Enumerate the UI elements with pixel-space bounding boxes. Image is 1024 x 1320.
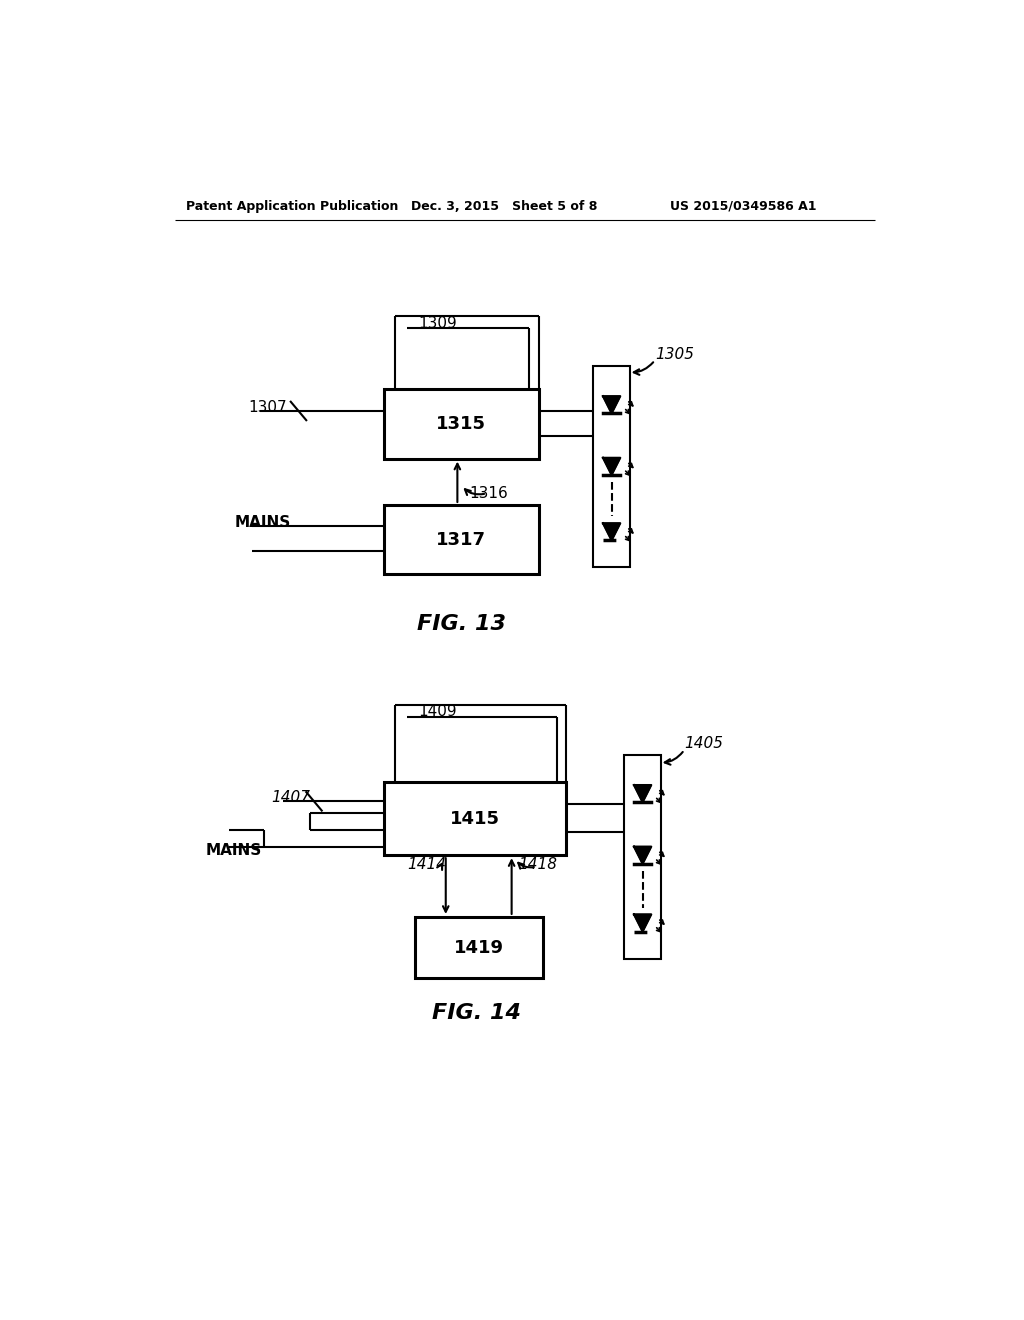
Bar: [384, 781, 566, 855]
Text: FIG. 13: FIG. 13: [417, 614, 506, 634]
Polygon shape: [634, 915, 651, 932]
Text: 1409: 1409: [419, 704, 458, 719]
Text: 1309: 1309: [419, 317, 458, 331]
Polygon shape: [603, 396, 621, 413]
Text: FIG. 14: FIG. 14: [432, 1003, 521, 1023]
Polygon shape: [634, 846, 651, 863]
Bar: [624, 755, 662, 960]
Text: 1407: 1407: [271, 789, 310, 805]
Text: US 2015/0349586 A1: US 2015/0349586 A1: [671, 199, 817, 213]
Bar: [384, 389, 539, 459]
Text: 1316: 1316: [469, 486, 508, 500]
Bar: [593, 367, 630, 566]
Text: MAINS: MAINS: [206, 843, 262, 858]
Bar: [415, 917, 543, 978]
Bar: [384, 506, 539, 574]
Text: 1307: 1307: [248, 400, 287, 414]
Text: 1317: 1317: [436, 531, 486, 549]
Polygon shape: [603, 523, 621, 540]
Text: 1419: 1419: [454, 939, 504, 957]
Text: 1305: 1305: [655, 347, 694, 362]
Polygon shape: [603, 458, 621, 475]
Text: MAINS: MAINS: [234, 515, 291, 531]
Text: Dec. 3, 2015   Sheet 5 of 8: Dec. 3, 2015 Sheet 5 of 8: [411, 199, 597, 213]
Text: 1415: 1415: [450, 809, 500, 828]
Polygon shape: [634, 785, 651, 803]
Text: 1418: 1418: [518, 857, 557, 873]
Text: Patent Application Publication: Patent Application Publication: [186, 199, 398, 213]
Text: 1405: 1405: [684, 737, 723, 751]
Text: 1414: 1414: [407, 857, 446, 873]
Text: 1315: 1315: [436, 414, 486, 433]
